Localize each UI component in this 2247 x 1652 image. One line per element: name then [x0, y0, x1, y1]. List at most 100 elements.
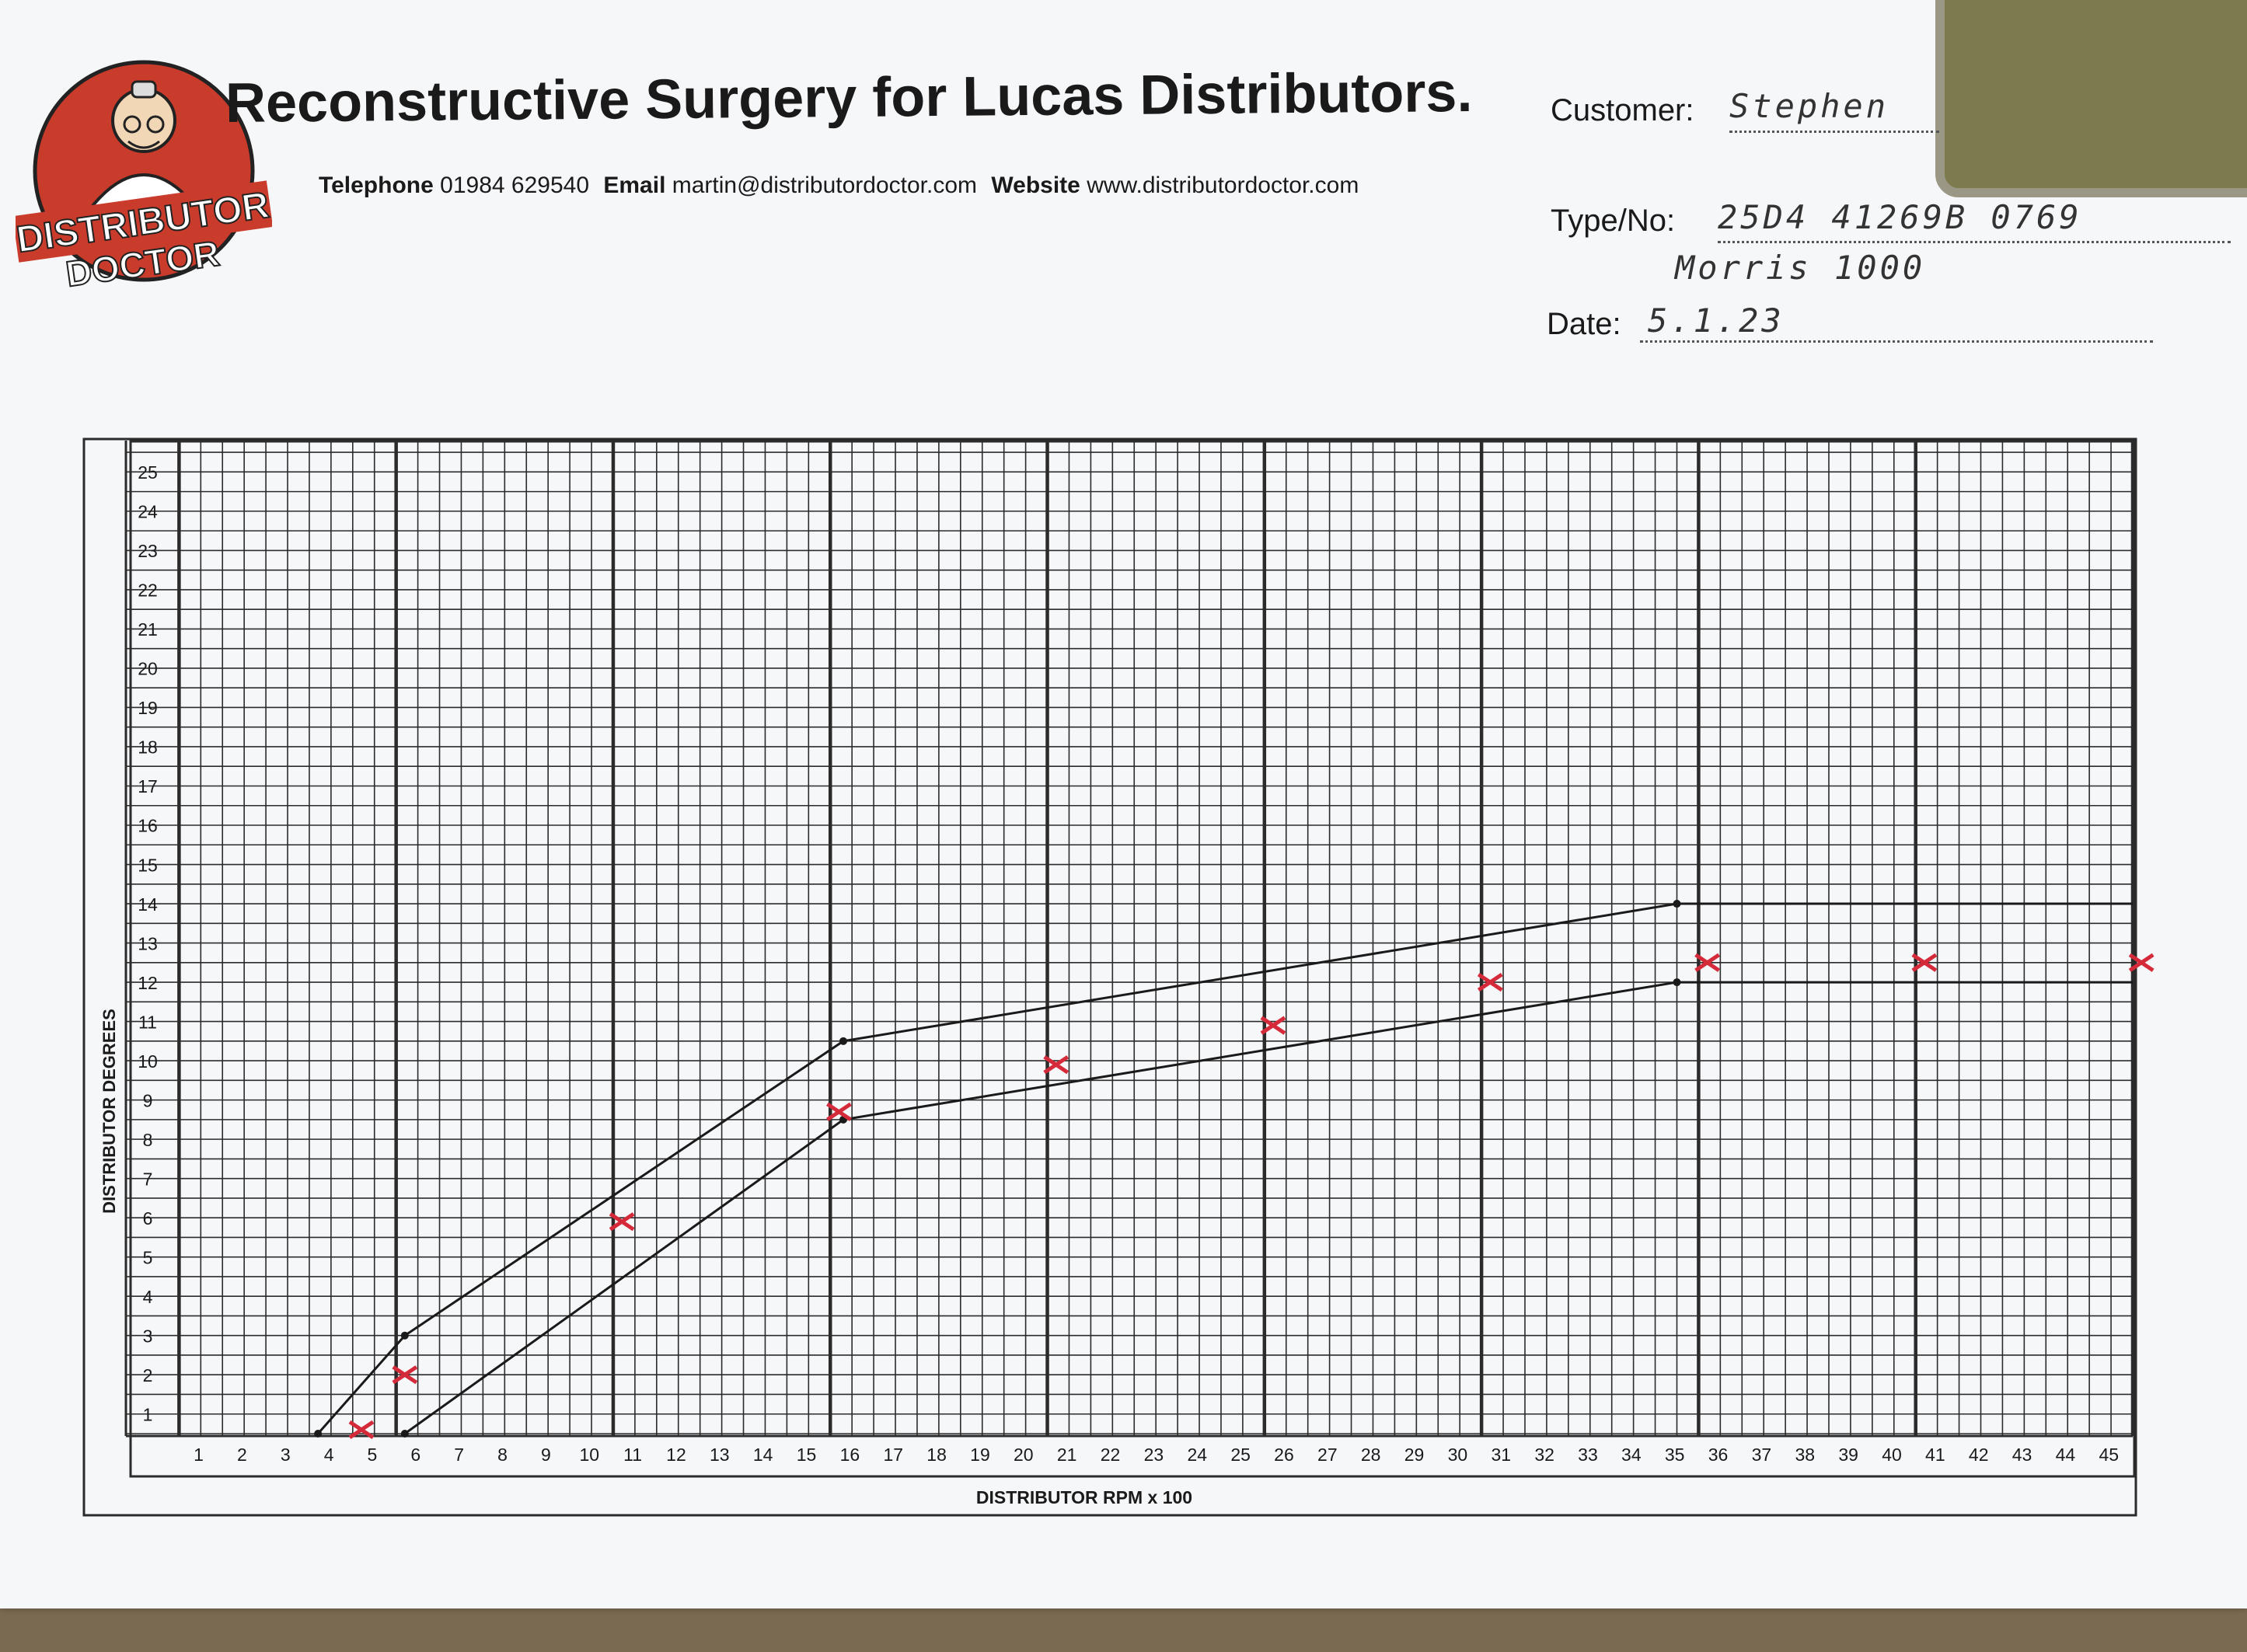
measured-point-mark	[1694, 953, 1720, 972]
y-tick-label: 25	[138, 462, 158, 483]
mark-stroke	[1694, 953, 1720, 972]
x-tick-label: 26	[1274, 1445, 1294, 1465]
contact-line: Telephone 01984 629540 Email martin@dist…	[319, 173, 1366, 199]
website-value: www.distributordoctor.com	[1087, 173, 1359, 198]
x-tick-label: 27	[1317, 1445, 1338, 1465]
x-tick-label: 35	[1665, 1445, 1685, 1465]
measured-point-mark	[1477, 972, 1503, 992]
mark-stroke	[1911, 953, 1938, 972]
type-value-line2: Morris 1000	[1675, 249, 1926, 287]
mark-stroke	[392, 1365, 418, 1385]
email-value: martin@distributordoctor.com	[672, 173, 978, 198]
x-tick-label: 33	[1578, 1445, 1598, 1465]
x-tick-label: 24	[1187, 1445, 1207, 1465]
x-tick-label: 13	[710, 1445, 730, 1465]
customer-underline	[1729, 131, 1939, 133]
x-tick-label: 10	[579, 1445, 599, 1465]
x-tick-label: 19	[970, 1445, 990, 1465]
measured-point-mark	[826, 1102, 852, 1121]
y-tick-label: 12	[138, 973, 158, 993]
mark-stroke	[348, 1420, 375, 1440]
x-tick-label: 28	[1361, 1445, 1381, 1465]
x-tick-label: 32	[1534, 1445, 1554, 1465]
y-tick-label: 15	[138, 855, 158, 875]
mark-stroke	[1260, 1016, 1286, 1035]
coaster	[1935, 0, 2247, 197]
curve-vertex	[400, 1430, 409, 1438]
telephone-value: 01984 629540	[440, 173, 590, 198]
x-tick-label: 39	[1838, 1445, 1858, 1465]
measured-point-mark	[392, 1365, 418, 1385]
y-tick-label: 13	[138, 933, 158, 953]
y-tick-label: 18	[138, 737, 158, 758]
measured-point-mark	[2128, 953, 2155, 972]
x-tick-label: 36	[1708, 1445, 1729, 1465]
y-tick-label: 2	[143, 1365, 153, 1385]
x-tick-label: 37	[1752, 1445, 1772, 1465]
y-tick-label: 8	[143, 1130, 153, 1150]
y-tick-label: 4	[143, 1287, 153, 1307]
y-tick-label: 11	[138, 1012, 157, 1032]
y-tick-label: 22	[138, 580, 158, 601]
date-value: 5.1.23	[1648, 301, 1785, 340]
x-tick-label: 22	[1101, 1445, 1121, 1465]
x-tick-label: 4	[324, 1445, 334, 1465]
x-tick-label: 14	[753, 1445, 773, 1465]
y-axis-label: DISTRIBUTOR DEGREES	[99, 1009, 119, 1214]
curve-vertex	[314, 1430, 323, 1438]
datasheet-paper: DISTRIBUTOR DOCTOR Reconstructive Surger…	[0, 0, 2247, 1608]
x-tick-label: 18	[926, 1445, 947, 1465]
chart-outer-border	[82, 437, 2137, 1517]
y-tick-label: 20	[138, 659, 158, 679]
x-axis-label: DISTRIBUTOR RPM x 100	[976, 1487, 1192, 1507]
x-tick-label: 12	[666, 1445, 686, 1465]
x-tick-label: 45	[2099, 1445, 2119, 1465]
x-tick-label: 38	[1795, 1445, 1815, 1465]
x-tick-label: 20	[1014, 1445, 1034, 1465]
tick-labels: 1 2 3 4 5 6 7 8 9 10 11 12 13 14 15 16 17 18 19 20 21 22 23 24 2…	[138, 462, 2119, 1465]
mark-stroke	[826, 1102, 852, 1121]
y-tick-label: 1	[143, 1404, 153, 1424]
mark-stroke	[1043, 1055, 1069, 1075]
x-tick-label: 16	[840, 1445, 860, 1465]
y-tick-label: 7	[143, 1169, 153, 1189]
x-tick-label: 34	[1621, 1445, 1642, 1465]
mark-stroke	[609, 1212, 635, 1232]
x-tick-label: 6	[410, 1445, 420, 1465]
x-tick-label: 11	[623, 1445, 642, 1465]
x-tick-label: 1	[194, 1445, 204, 1465]
mark-stroke	[1477, 972, 1503, 992]
measured-point-mark	[609, 1212, 635, 1232]
type-value: 25D4 41269B 0769	[1718, 198, 2082, 236]
curve-vertex	[1673, 900, 1681, 908]
x-tick-label: 29	[1404, 1445, 1425, 1465]
measured-point-mark	[348, 1420, 375, 1440]
curve-vertex	[1673, 978, 1681, 987]
email-label: Email	[603, 173, 666, 198]
x-tick-label: 8	[497, 1445, 508, 1465]
customer-label: Customer:	[1551, 93, 1694, 127]
x-tick-label: 3	[281, 1445, 291, 1465]
x-tick-label: 25	[1230, 1445, 1251, 1465]
date-underline	[1640, 340, 2153, 343]
y-tick-label: 5	[143, 1247, 153, 1267]
x-tick-label: 42	[1969, 1445, 1989, 1465]
y-tick-label: 19	[138, 698, 158, 718]
measured-point-mark	[1043, 1055, 1069, 1075]
grid	[124, 440, 2136, 1478]
x-tick-label: 40	[1882, 1445, 1902, 1465]
series	[314, 900, 2155, 1440]
x-tick-label: 9	[541, 1445, 551, 1465]
x-tick-label: 2	[237, 1445, 247, 1465]
advance-curve-chart: 1 2 3 4 5 6 7 8 9 10 11 12 13 14 15 16 17 18 19 20 21 22 23 24 2…	[82, 437, 2155, 1517]
y-tick-label: 16	[138, 816, 158, 836]
x-tick-label: 21	[1057, 1445, 1077, 1465]
y-tick-label: 10	[138, 1051, 158, 1072]
measured-point-mark	[1911, 953, 1938, 972]
y-tick-label: 6	[143, 1208, 153, 1229]
x-tick-label: 17	[883, 1445, 903, 1465]
x-tick-label: 43	[2012, 1445, 2032, 1465]
x-tick-label: 7	[454, 1445, 464, 1465]
x-tick-label: 30	[1448, 1445, 1468, 1465]
y-tick-label: 17	[138, 776, 158, 796]
